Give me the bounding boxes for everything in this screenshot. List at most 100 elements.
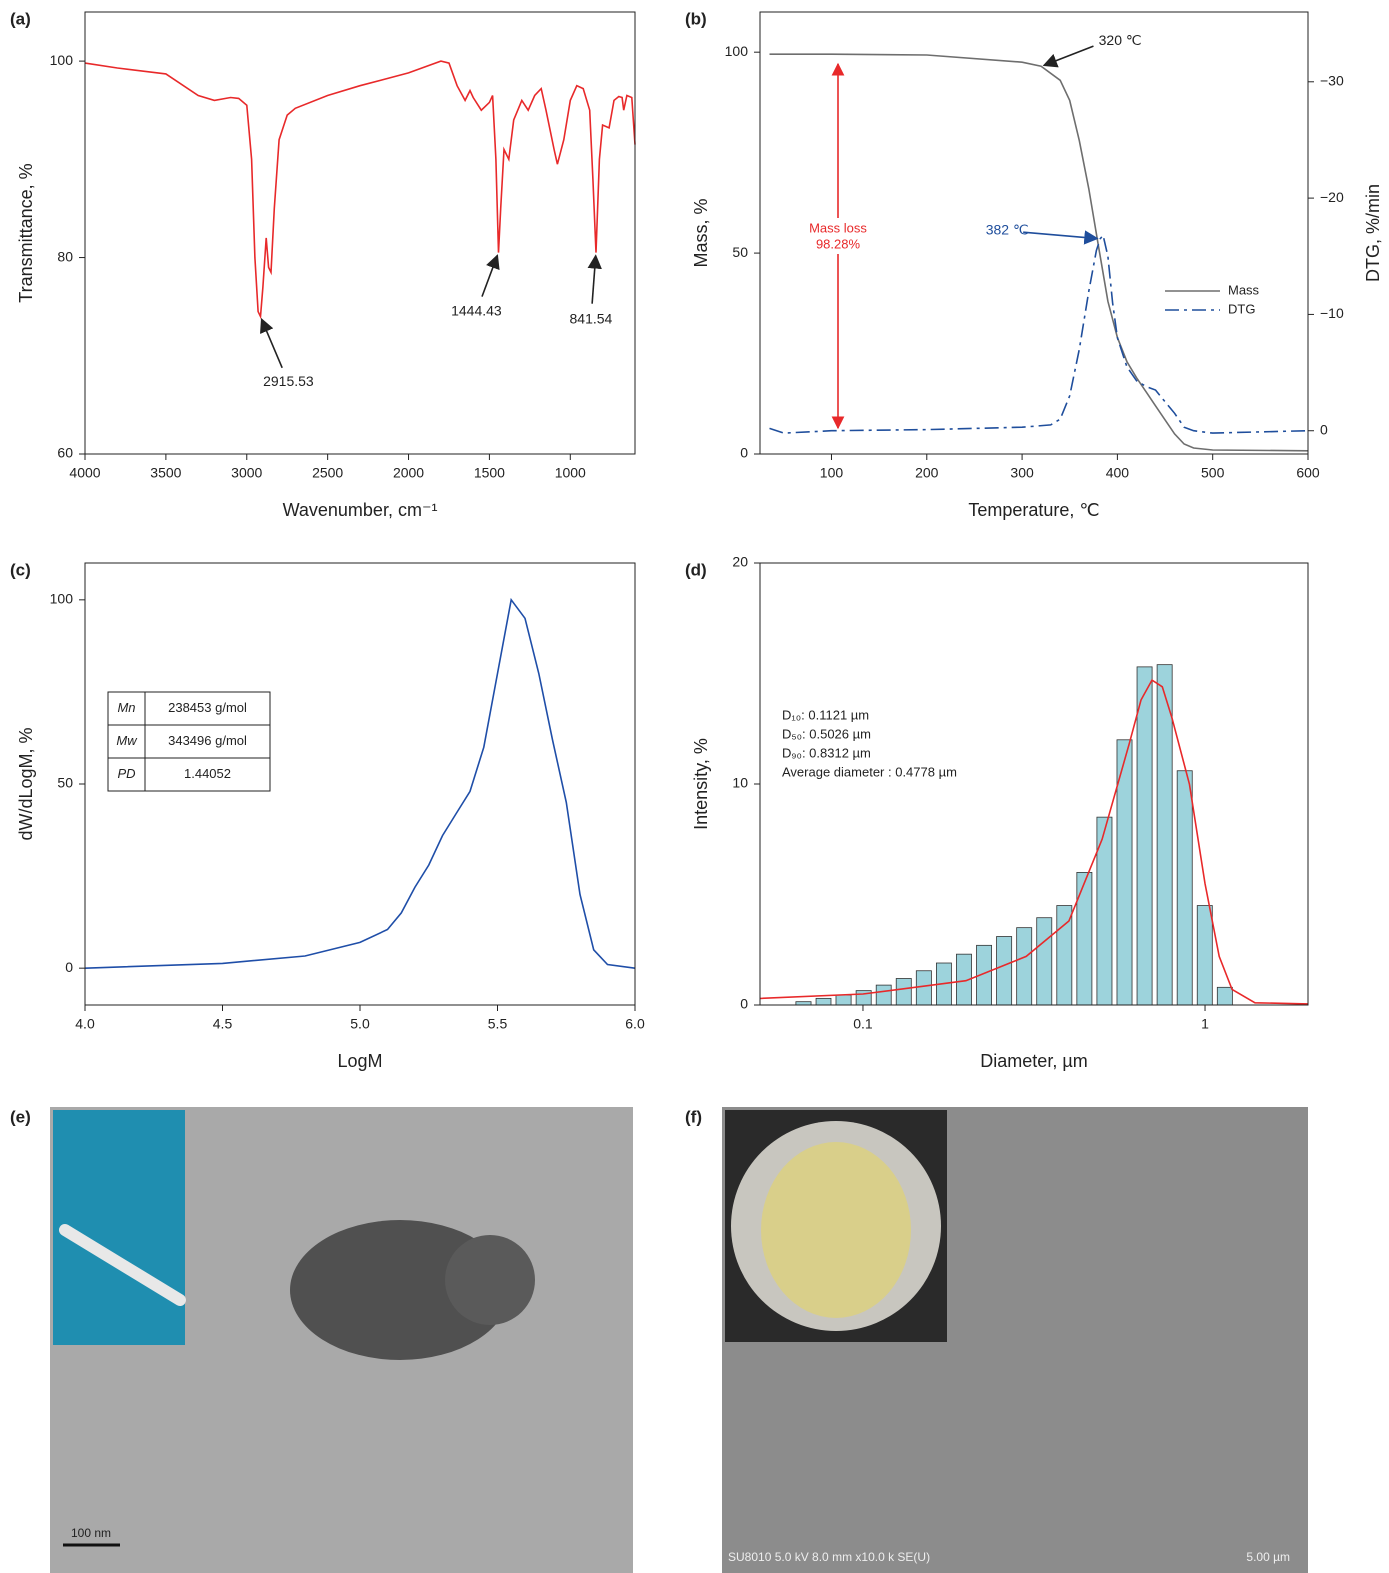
- bar: [815, 997, 832, 1006]
- legend-label: DTG: [1228, 301, 1255, 316]
- tube: [59, 1224, 186, 1306]
- legend-label: Mass: [1228, 282, 1260, 297]
- bar: [1136, 666, 1153, 1006]
- bar: [895, 978, 912, 1006]
- plot-frame: [84, 562, 636, 1006]
- x-tick-label: 600: [1296, 465, 1320, 481]
- particle: [445, 1235, 535, 1325]
- y-axis-label: dW/dLogM, %: [16, 727, 36, 840]
- bar: [1036, 917, 1053, 1006]
- x-tick-label: 2500: [312, 465, 343, 481]
- y-tick-label: 0: [65, 959, 73, 975]
- y2-axis-label: DTG, %/min: [1363, 184, 1383, 282]
- annotation: 841.54: [570, 310, 613, 326]
- x-tick-label: 400: [1106, 465, 1130, 481]
- y2-tick-label: −30: [1320, 72, 1344, 88]
- annotation-arrow: [1023, 230, 1099, 245]
- panel-label: (b): [685, 9, 707, 28]
- x-axis-label: Temperature, ℃: [968, 500, 1099, 520]
- series-line: [84, 60, 636, 320]
- annotation-arrow: [1042, 45, 1094, 68]
- table-frame: [107, 691, 271, 792]
- bar: [915, 970, 932, 1006]
- x-tick-label: 1000: [555, 465, 586, 481]
- panel-label: (a): [10, 9, 31, 28]
- annotation-arrow: [481, 254, 500, 297]
- panel-label: (d): [685, 560, 707, 579]
- x-tick-label: 4.0: [75, 1016, 95, 1032]
- series-line: [769, 233, 1309, 434]
- x-tick-label: 5.5: [488, 1016, 508, 1032]
- x-tick-label: 1: [1201, 1016, 1209, 1032]
- y-tick-label: 0: [740, 996, 748, 1012]
- note: D₉₀: 0.8312 µm: [782, 745, 871, 760]
- bar: [1196, 905, 1213, 1006]
- bar: [1216, 986, 1233, 1006]
- fit-line: [759, 678, 1309, 1005]
- inset-photo: [53, 1110, 185, 1345]
- annotation: 382 ℃: [986, 222, 1029, 238]
- y2-tick-label: −10: [1320, 305, 1344, 321]
- x-tick-label: 2000: [393, 465, 424, 481]
- table-value: 238453 g/mol: [168, 700, 247, 715]
- panel-label: (e): [10, 1107, 31, 1126]
- note: 98.28%: [816, 236, 861, 251]
- x-tick-label: 0.1: [853, 1016, 873, 1032]
- sem-info: SU8010 5.0 kV 8.0 mm x10.0 k SE(U): [728, 1550, 930, 1564]
- plot-frame: [759, 11, 1309, 455]
- x-tick-label: 300: [1010, 465, 1034, 481]
- annotation: 1444.43: [451, 302, 502, 318]
- y-axis-label: Intensity, %: [691, 738, 711, 830]
- x-tick-label: 3500: [150, 465, 181, 481]
- panel-label: (f): [685, 1107, 702, 1126]
- table-value: 343496 g/mol: [168, 733, 247, 748]
- film: [761, 1142, 911, 1318]
- y-axis-label: Transmittance, %: [16, 163, 36, 302]
- table-key: Mw: [116, 733, 138, 748]
- x-axis-label: Wavenumber, cm⁻¹: [283, 500, 438, 520]
- x-tick-label: 5.0: [350, 1016, 370, 1032]
- annotation: 320 ℃: [1099, 32, 1142, 48]
- table-value: 1.44052: [184, 766, 231, 781]
- plot-frame: [759, 562, 1309, 1006]
- x-tick-label: 100: [820, 465, 844, 481]
- x-tick-label: 6.0: [625, 1016, 645, 1032]
- note-bg: [796, 218, 880, 254]
- bar: [835, 994, 852, 1006]
- scale-label: 5.00 µm: [1246, 1550, 1290, 1564]
- note: D₅₀: 0.5026 µm: [782, 726, 871, 741]
- scale-label: 100 nm: [71, 1526, 111, 1540]
- bar: [875, 984, 892, 1006]
- y-tick-label: 20: [732, 554, 748, 570]
- x-tick-label: 200: [915, 465, 939, 481]
- series-line: [769, 53, 1309, 452]
- y-tick-label: 100: [50, 52, 74, 68]
- x-axis-label: LogM: [337, 1051, 382, 1071]
- bar: [1156, 664, 1173, 1006]
- note: Average diameter : 0.4778 µm: [782, 764, 957, 779]
- y-axis-label: Mass, %: [691, 198, 711, 267]
- annotation-arrow: [587, 254, 602, 304]
- x-axis-label: Diameter, µm: [980, 1051, 1087, 1071]
- series-line: [84, 597, 636, 969]
- y2-tick-label: −20: [1320, 189, 1344, 205]
- annotation-arrow: [260, 317, 283, 369]
- x-tick-label: 500: [1201, 465, 1225, 481]
- x-tick-label: 4000: [69, 465, 100, 481]
- table-key: Mn: [117, 700, 135, 715]
- bar: [996, 936, 1013, 1006]
- y-tick-label: 50: [732, 244, 748, 260]
- bar: [1176, 770, 1193, 1006]
- y-tick-label: 10: [732, 775, 748, 791]
- x-tick-label: 1500: [474, 465, 505, 481]
- annotation: 2915.53: [263, 373, 314, 389]
- bar: [1016, 927, 1033, 1006]
- y-tick-label: 50: [57, 775, 73, 791]
- panel-label: (c): [10, 560, 31, 579]
- x-tick-label: 4.5: [213, 1016, 233, 1032]
- y2-tick-label: 0: [1320, 421, 1328, 437]
- table-key: PD: [117, 766, 135, 781]
- y-tick-label: 100: [50, 591, 74, 607]
